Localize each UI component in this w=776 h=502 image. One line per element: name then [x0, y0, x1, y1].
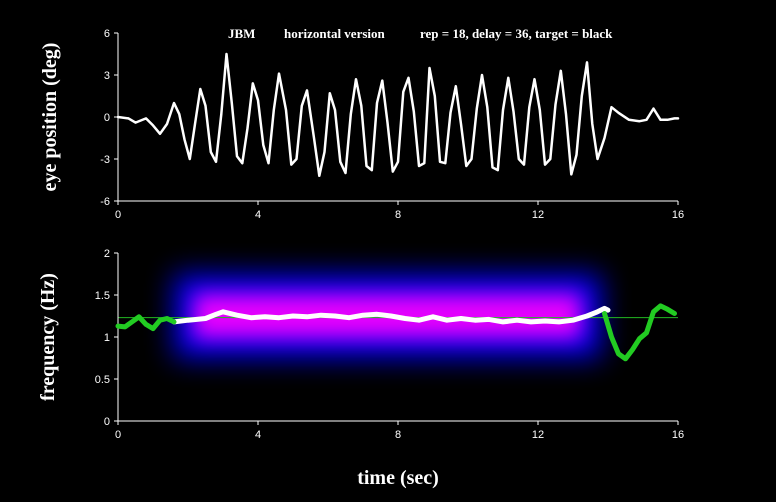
bottom-y-axis-label: frequency (Hz) [37, 273, 59, 401]
chart-title-version: horizontal version [284, 26, 386, 41]
y-tick-label: 3 [104, 70, 110, 82]
series-line-2 [602, 303, 677, 362]
x-tick-label: 16 [672, 209, 684, 221]
x-axis-label: time (sec) [357, 467, 439, 489]
x-tick-label: 0 [115, 209, 121, 221]
x-tick-label: 12 [532, 209, 544, 221]
x-tick-label: 0 [115, 429, 121, 441]
eye-position-panel: 0 4 8 12 16 -6 -3 0 3 6 [100, 28, 684, 221]
y-tick-label: 0 [104, 416, 110, 428]
y-tick-label: -6 [100, 196, 110, 208]
chart-title-name: JBM [228, 26, 255, 41]
y-tick-label: 1.5 [95, 290, 110, 302]
y-tick-label: -3 [100, 154, 110, 166]
series-line-1 [115, 314, 177, 332]
frequency-panel: 0 4 8 12 16 0 0.5 1 1.5 2 [95, 248, 684, 441]
x-tick-label: 12 [532, 429, 544, 441]
y-tick-label: 6 [104, 28, 110, 40]
series-line-0 [116, 52, 680, 178]
y-tick-label: 0.5 [95, 374, 110, 386]
y-tick-label: 1 [104, 332, 110, 344]
x-tick-label: 8 [395, 209, 401, 221]
y-tick-label: 2 [104, 248, 110, 260]
top-y-axis-label: eye position (deg) [39, 43, 61, 192]
series-line-0 [171, 305, 611, 325]
x-tick-label: 4 [255, 209, 261, 221]
y-tick-label: 0 [104, 112, 110, 124]
x-tick-label: 8 [395, 429, 401, 441]
chart-title-params: rep = 18, delay = 36, target = black [420, 26, 613, 41]
x-tick-label: 4 [255, 429, 261, 441]
x-tick-label: 16 [672, 429, 684, 441]
